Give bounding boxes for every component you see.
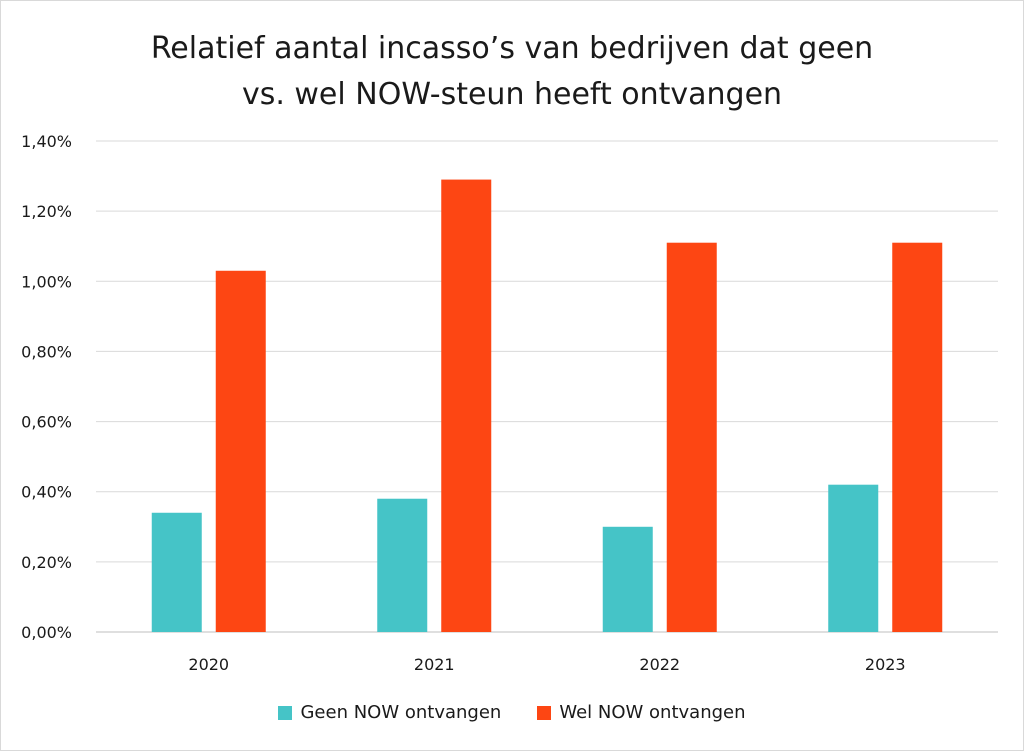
chart-title-line-1: Relatief aantal incasso’s van bedrijven … bbox=[150, 31, 874, 66]
y-axis-ticks: 0,00% 0,20% 0,40% 0,60% 0,80% 1,00% 1,20% 1,40% bbox=[21, 132, 72, 642]
bar-wel-now-2022 bbox=[666, 242, 717, 632]
bar-geen-now-2022 bbox=[602, 526, 653, 632]
bar-geen-now-2023 bbox=[828, 484, 879, 632]
bar-wel-now-2020 bbox=[215, 270, 266, 632]
bar-wel-now-2021 bbox=[441, 179, 492, 633]
y-tick-label: 1,00% bbox=[21, 272, 72, 291]
chart-title-line-2: vs. wel NOW-steun heeft ontvangen bbox=[241, 77, 783, 112]
bar-geen-now-2021 bbox=[377, 498, 428, 632]
x-tick-label: 2020 bbox=[188, 655, 229, 674]
y-tick-label: 0,60% bbox=[21, 413, 72, 432]
y-tick-label: 1,40% bbox=[21, 132, 72, 151]
legend-swatch-geen-now bbox=[278, 705, 293, 720]
x-axis-ticks: 2020 2021 2022 2023 bbox=[188, 655, 905, 674]
legend-label-geen-now: Geen NOW ontvangen bbox=[300, 702, 502, 723]
y-tick-label: 0,00% bbox=[21, 623, 72, 642]
legend-label-wel-now: Wel NOW ontvangen bbox=[559, 702, 746, 723]
legend-swatch-wel-now bbox=[537, 705, 552, 720]
y-tick-label: 1,20% bbox=[21, 202, 72, 221]
bar-geen-now-2020 bbox=[151, 512, 202, 632]
x-tick-label: 2023 bbox=[865, 655, 906, 674]
legend-item-geen-now: Geen NOW ontvangen bbox=[278, 702, 501, 723]
y-tick-label: 0,20% bbox=[21, 553, 72, 572]
legend-item-wel-now: Wel NOW ontvangen bbox=[537, 702, 746, 723]
y-tick-label: 0,80% bbox=[21, 342, 72, 361]
y-tick-label: 0,40% bbox=[21, 483, 72, 502]
x-tick-label: 2022 bbox=[639, 655, 680, 674]
bar-wel-now-2023 bbox=[892, 242, 943, 632]
legend: Geen NOW ontvangen Wel NOW ontvangen bbox=[0, 702, 1024, 723]
x-tick-label: 2021 bbox=[414, 655, 455, 674]
bars bbox=[151, 179, 943, 633]
chart-title: Relatief aantal incasso’s van bedrijven … bbox=[0, 26, 1024, 118]
